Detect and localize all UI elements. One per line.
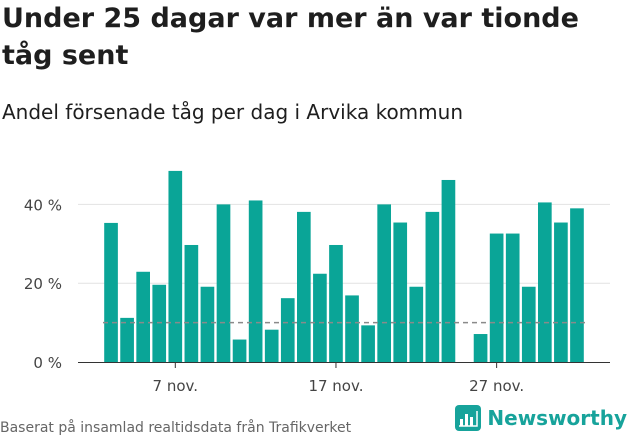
bar [120,317,134,362]
y-tick-label: 40 % [24,196,62,214]
bar [104,222,118,362]
bars [104,170,584,362]
bar [409,286,424,362]
bar [168,170,183,362]
newsworthy-logo: Newsworthy [455,405,627,431]
bar [345,295,359,362]
bar [329,244,343,362]
source-note: Baserat på insamlad realtidsdata från Tr… [0,420,352,436]
bar [232,339,247,362]
bar [425,211,440,362]
bar [264,329,279,362]
bar [248,200,263,362]
y-tick-label: 20 % [24,275,62,293]
newsworthy-logo-text: Newsworthy [487,406,627,430]
bar [505,233,520,362]
bar [136,271,150,362]
chart-subtitle: Andel försenade tåg per dag i Arvika kom… [2,100,463,124]
newsworthy-logo-icon [455,405,482,431]
bar [554,222,568,362]
bar [297,211,311,362]
bar [361,325,375,362]
y-tick-label: 0 % [33,354,62,372]
bar [521,286,536,362]
bar [200,286,215,362]
bar [473,334,488,362]
bar [377,204,391,362]
bar [216,204,231,362]
x-tick-label: 17 nov. [308,377,363,395]
x-tick-label: 27 nov. [469,377,524,395]
chart-title: Under 25 dagar var mer än var tionde tåg… [2,3,579,71]
bar [441,179,456,362]
bar [152,284,167,362]
axes: 0 % 20 % 40 % 7 nov. 17 nov. 27 nov. [24,196,610,395]
bar [570,208,584,362]
x-tick-label: 7 nov. [153,377,198,395]
bar [538,202,552,362]
grid-lines [78,203,610,284]
bar [280,298,295,362]
bar [184,244,199,362]
bar [393,222,408,362]
bar [489,233,504,362]
bar [313,273,327,362]
